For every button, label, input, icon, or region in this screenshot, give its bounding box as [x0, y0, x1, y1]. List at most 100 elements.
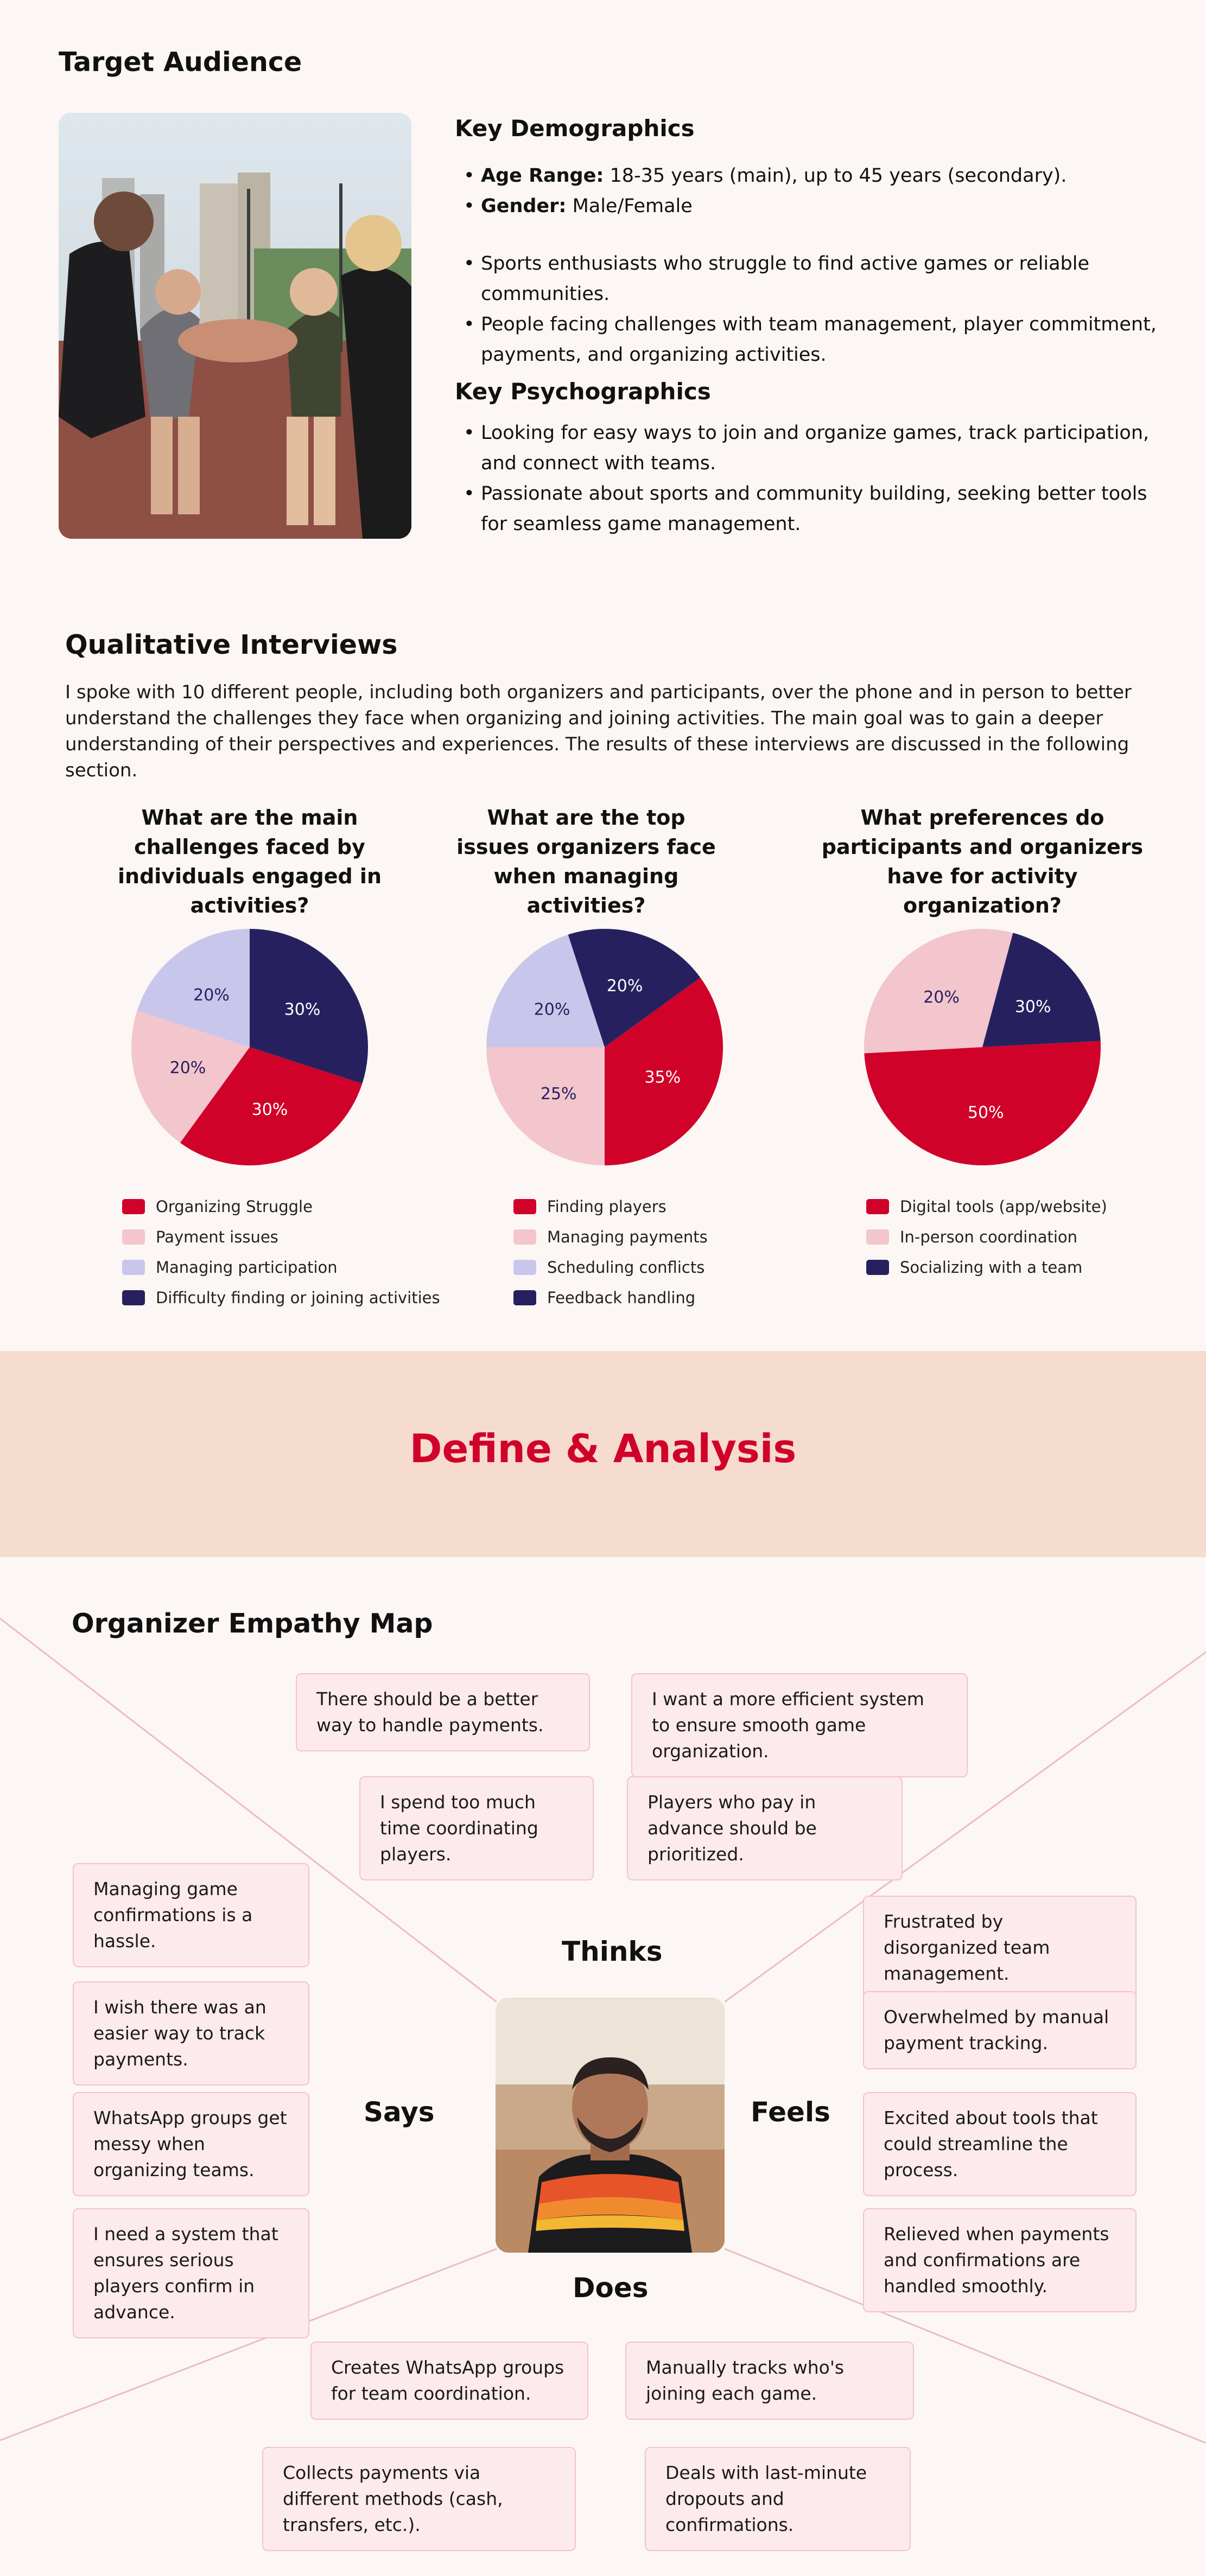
legend-item: Digital tools (app/website) — [866, 1191, 1107, 1222]
legend-label: Finding players — [547, 1197, 667, 1216]
pie-slice-label: 20% — [170, 1059, 206, 1077]
legend-swatch — [122, 1199, 145, 1214]
legend-item: Managing participation — [122, 1252, 440, 1283]
legend-label: Organizing Struggle — [156, 1197, 313, 1216]
pie-slice — [605, 977, 723, 1165]
says-note-4: I need a system that ensures serious pla… — [73, 2208, 309, 2338]
legend-item: Feedback handling — [513, 1283, 708, 1313]
legend-item: Scheduling conflicts — [513, 1252, 708, 1283]
feels-note-2: Overwhelmed by manual payment tracking. — [863, 1991, 1137, 2069]
demographics-extra-list: Sports enthusiasts who struggle to find … — [455, 248, 1171, 370]
chart-2-legend: Finding players Managing payments Scheduli… — [513, 1191, 708, 1313]
thinks-note-2: I want a more efficient system to ensure… — [631, 1673, 968, 1777]
chart-1-title: What are the main challenges faced by in… — [117, 806, 382, 917]
does-note-1: Creates WhatsApp groups for team coordin… — [310, 2342, 588, 2420]
legend-label: Digital tools (app/website) — [900, 1197, 1107, 1216]
pie-slice-label: 30% — [252, 1100, 288, 1119]
team-huddle-photo — [59, 113, 411, 539]
legend-label: Managing payments — [547, 1228, 708, 1246]
pie-slice — [864, 1041, 1101, 1165]
does-label: Does — [573, 2272, 649, 2304]
legend-item: In-person coordination — [866, 1222, 1107, 1252]
pie-slice — [250, 929, 368, 1084]
says-note-2: I wish there was an easier way to track … — [73, 1981, 309, 2086]
target-audience-title: Target Audience — [59, 47, 302, 78]
feels-note-3: Excited about tools that could streamlin… — [863, 2092, 1137, 2196]
pie-slice-label: 35% — [644, 1068, 681, 1087]
pie-slice — [486, 934, 605, 1047]
pie-slice — [486, 1047, 605, 1165]
legend-swatch — [122, 1290, 145, 1305]
legend-label: Difficulty finding or joining activities — [156, 1289, 440, 1307]
pie-slice — [864, 929, 1013, 1054]
psychographics-title: Key Psychographics — [455, 378, 711, 405]
psychographics-list: Looking for easy ways to join and organi… — [455, 418, 1160, 539]
chart-3-pie: 50% 20% 30% — [864, 929, 1101, 1165]
demographics-title: Key Demographics — [455, 115, 695, 142]
legend-item: Organizing Struggle — [122, 1191, 440, 1222]
empathy-map-lines — [0, 1617, 1206, 2444]
legend-item: Managing payments — [513, 1222, 708, 1252]
pie-slice-label: 20% — [607, 977, 643, 996]
legend-item: Difficulty finding or joining activities — [122, 1283, 440, 1313]
feels-note-4: Relieved when payments and confirmations… — [863, 2208, 1137, 2312]
pie-slice — [982, 933, 1101, 1047]
pie-slice — [568, 929, 701, 1047]
age-range-item: Age Range: 18-35 years (main), up to 45 … — [455, 161, 1171, 191]
legend-item: Socializing with a team — [866, 1252, 1107, 1283]
says-note-1: Managing game confirmations is a hassle. — [73, 1863, 309, 1967]
thinks-note-4: Players who pay in advance should be pri… — [627, 1776, 903, 1880]
gender-item: Gender: Male/Female — [455, 191, 1171, 221]
psychographics-item: Looking for easy ways to join and organi… — [455, 418, 1160, 479]
pie-slice — [131, 1010, 250, 1143]
chart-2-pie: 35% 25% 20% 20% — [486, 929, 723, 1165]
pie-slice-label: 20% — [193, 986, 230, 1005]
define-analysis-banner: Define & Analysis — [0, 1351, 1206, 1557]
pie-slice-label: 25% — [541, 1085, 577, 1104]
legend-swatch — [866, 1229, 889, 1245]
does-note-3: Collects payments via different methods … — [262, 2447, 576, 2551]
demographics-list: Age Range: 18-35 years (main), up to 45 … — [455, 161, 1171, 221]
empathy-map-title: Organizer Empathy Map — [72, 1608, 433, 1639]
legend-label: Payment issues — [156, 1228, 278, 1246]
legend-swatch — [513, 1229, 536, 1245]
legend-label: Feedback handling — [547, 1289, 696, 1307]
demographics-extra-item: People facing challenges with team manag… — [455, 309, 1171, 370]
legend-label: In-person coordination — [900, 1228, 1078, 1246]
chart-3-title: What preferences do participants and org… — [821, 806, 1144, 917]
chart-1-pie: 30% 20% 20% 30% — [131, 929, 368, 1165]
chart-2-title: What are the top issues organizers face … — [456, 806, 716, 917]
pie-slice-label: 30% — [284, 1000, 321, 1019]
legend-item: Payment issues — [122, 1222, 440, 1252]
interviews-title: Qualitative Interviews — [65, 629, 398, 660]
thinks-note-3: I spend too much time coordinating playe… — [359, 1776, 594, 1880]
pie-slice-label: 50% — [968, 1104, 1004, 1123]
legend-item: Finding players — [513, 1191, 708, 1222]
chart-3-legend: Digital tools (app/website) In-person coo… — [866, 1191, 1107, 1283]
pie-slice — [137, 929, 250, 1047]
thinks-note-1: There should be a better way to handle p… — [296, 1673, 590, 1751]
legend-label: Socializing with a team — [900, 1258, 1083, 1277]
legend-swatch — [513, 1290, 536, 1305]
psychographics-item: Passionate about sports and community bu… — [455, 479, 1160, 539]
chart-1-legend: Organizing Struggle Payment issues Managin… — [122, 1191, 440, 1313]
does-note-2: Manually tracks who's joining each game. — [625, 2342, 914, 2420]
feels-label: Feels — [751, 2096, 830, 2128]
legend-swatch — [513, 1260, 536, 1275]
legend-swatch — [513, 1199, 536, 1214]
thinks-label: Thinks — [562, 1936, 663, 1967]
feels-note-1: Frustrated by disorganized team manageme… — [863, 1896, 1137, 2000]
organizer-photo — [496, 1998, 725, 2253]
legend-swatch — [866, 1199, 889, 1214]
pie-slice-label: 20% — [534, 1000, 570, 1019]
legend-swatch — [866, 1260, 889, 1275]
legend-label: Managing participation — [156, 1258, 338, 1277]
organizer-image — [496, 1998, 725, 2253]
pie-slice-label: 30% — [1015, 998, 1051, 1017]
legend-swatch — [122, 1260, 145, 1275]
says-label: Says — [364, 2096, 435, 2128]
team-huddle-image — [59, 113, 411, 539]
interviews-text: I spoke with 10 different people, includ… — [65, 681, 1132, 781]
pie-slice-label: 20% — [923, 988, 960, 1007]
banner-title: Define & Analysis — [409, 1426, 797, 1471]
